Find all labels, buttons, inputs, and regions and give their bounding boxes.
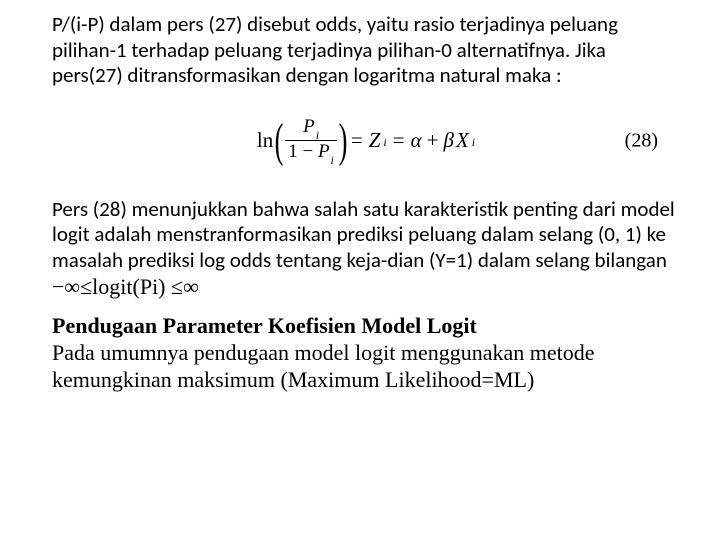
paragraph-1: P/(i-P) dalam pers (27) disebut odds, ya…: [52, 12, 680, 89]
eq-equals-1: =: [351, 128, 363, 153]
eq-alpha: α: [411, 128, 422, 153]
eq-den-i: i: [331, 153, 334, 167]
left-paren-icon: (: [275, 117, 284, 165]
eq-num-P: P: [303, 116, 315, 137]
eq-Zi: i: [383, 135, 386, 150]
paragraph-2-math: −∞≤logit(Pi) ≤∞: [52, 274, 199, 299]
eq-den-1: 1: [288, 141, 298, 162]
eq-Xi: i: [472, 135, 475, 150]
eq-plus: +: [427, 128, 439, 153]
eq-den-minus: −: [302, 141, 313, 162]
eq-numerator: Pi: [300, 117, 322, 139]
eq-num-i: i: [316, 128, 319, 142]
eq-equals-2: =: [393, 128, 405, 153]
paragraph-2: Pers (28) menunjukkan bahwa salah satu k…: [52, 197, 680, 301]
eq-Z: Z: [369, 128, 381, 153]
eq-denominator: 1 − Pi: [285, 142, 337, 164]
page-root: P/(i-P) dalam pers (27) disebut odds, ya…: [0, 0, 720, 394]
eq-fraction: Pi 1 − Pi: [285, 117, 337, 165]
section-heading: Pendugaan Parameter Koefisien Model Logi…: [52, 312, 680, 340]
eq-ln: ln: [257, 128, 273, 153]
paragraph-3: Pada umumnya pendugaan model logit mengg…: [52, 340, 680, 394]
equation-28: ln ( Pi 1 − Pi ) = Zi = α + βXi: [257, 117, 475, 165]
eq-beta: β: [443, 128, 453, 153]
eq-X: X: [456, 128, 469, 153]
equation-number: (28): [625, 129, 658, 152]
right-paren-icon: ): [338, 117, 347, 165]
paragraph-2-text: Pers (28) menunjukkan bahwa salah satu k…: [52, 196, 675, 273]
equation-row: ln ( Pi 1 − Pi ) = Zi = α + βXi (28): [52, 115, 680, 167]
eq-den-P: P: [318, 141, 330, 162]
